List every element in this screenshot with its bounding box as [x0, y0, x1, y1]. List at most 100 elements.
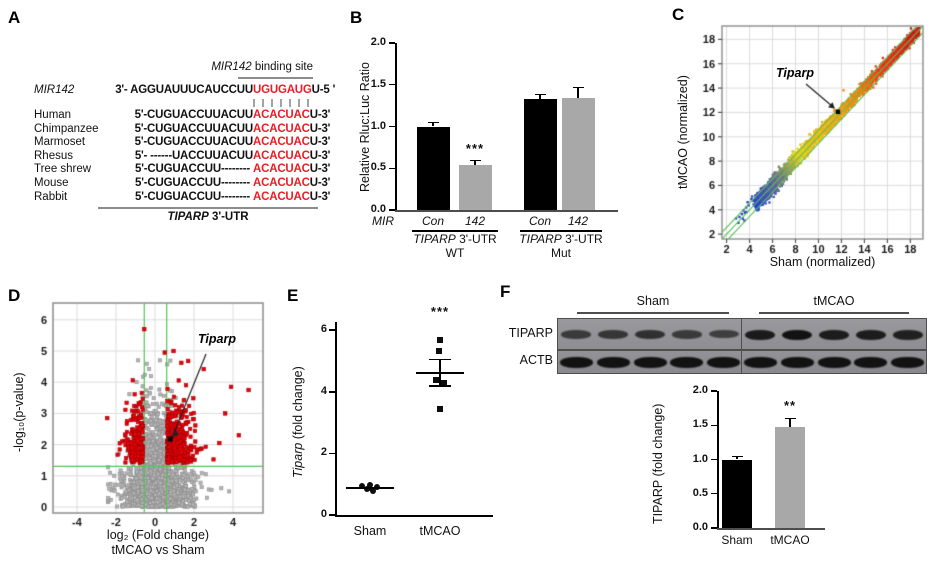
sequence-prefix: 5'-CUGUACCUU--------	[135, 163, 253, 176]
species-name: MIR142	[34, 84, 75, 96]
bar-142	[458, 164, 492, 210]
y-tick	[711, 390, 717, 392]
species-name: Marmoset	[34, 136, 86, 149]
species-name: Tree shrew	[34, 163, 92, 176]
error-bar	[577, 87, 579, 99]
y-tick	[389, 167, 395, 169]
x-axis-line	[395, 210, 618, 212]
actb-band	[891, 356, 925, 368]
y-tick-label: 1.5	[692, 418, 708, 431]
actb-band	[817, 356, 851, 368]
y-tick	[711, 493, 717, 495]
panel-d-volcano-plot: D -log₁₀(p-value) log₂ (Fold change) tMC…	[0, 282, 300, 563]
x-axis-line	[717, 528, 825, 530]
y-axis-line	[717, 391, 719, 528]
y-tick	[389, 125, 395, 128]
y-tick-label: 1.5	[370, 77, 386, 90]
tiparp-band	[561, 329, 592, 339]
tiparp-band	[598, 329, 629, 339]
species-name: Chimpanzee	[34, 122, 99, 135]
y-tick	[711, 527, 717, 529]
sequence-suffix: U-3'	[309, 136, 331, 149]
data-point-circle	[369, 487, 377, 495]
error-line	[439, 359, 441, 387]
x-category-label: tMCAO	[419, 524, 461, 538]
y-tick-label: 0.5	[692, 486, 708, 499]
panel-f-bar-plot: 0.0 0.5 1.0 1.5 2.0 Sham ** tMCAO	[495, 282, 948, 563]
x-axis-line	[335, 515, 493, 517]
panel-c-microarray-scatter: C tMCAO (normalized) Sham (normalized) T…	[630, 0, 948, 282]
sequence-prefix: 5'-CUGUACCUU--------	[135, 176, 253, 189]
alignment-row: Rhesus 5'- ------UACCUUACUU ACACUAC U-3'	[0, 150, 340, 164]
alignment-row: MIR142 3'- AGGUAUUUCAUCCUU UGUGAUG U-5 '	[0, 84, 340, 98]
sequence-suffix: U-3'	[309, 176, 331, 189]
binding-site-sequence: ACACUAC	[253, 163, 310, 176]
tiparp-band	[892, 329, 923, 340]
binding-site-sequence: ACACUAC	[253, 176, 310, 189]
error-bar-cap	[534, 94, 546, 96]
sequence-suffix: U-3'	[309, 149, 331, 162]
blot-group-divider	[741, 318, 743, 374]
tiparp-band	[708, 329, 739, 339]
alignment-row: Human 5'-CUGUACCUUACUU ACACUAC U-3'	[0, 109, 340, 123]
blot-row-label-tiparp: TIPARP	[508, 326, 553, 340]
y-tick	[329, 391, 335, 393]
panel-e-label: E	[287, 286, 299, 305]
blot-group-overline	[577, 312, 729, 314]
alignment-row: Chimpanzee 5'-CUGUACCUUACUU ACACUAC U-3'	[0, 123, 340, 137]
y-tick	[329, 452, 335, 455]
panel-d-label: D	[8, 286, 21, 305]
error-bar	[539, 94, 541, 99]
actb-band	[670, 356, 704, 368]
panel-e-plot: 0 2 4 6 Sham *** tMCAO	[285, 282, 500, 563]
error-bar	[789, 418, 791, 428]
actb-band	[743, 356, 777, 368]
utr-underline	[98, 207, 318, 209]
group-underline	[520, 230, 602, 232]
y-tick-label: 0	[320, 508, 327, 520]
group-gene-name: TIPARP	[413, 232, 456, 246]
error-bar-cap	[427, 121, 439, 124]
panel-d-y-axis-title: -log₁₀(p-value)	[12, 372, 26, 452]
bar-con	[523, 98, 557, 210]
x-category-label: Sham	[721, 533, 753, 547]
actb-band	[633, 356, 667, 368]
species-name: Rhesus	[34, 149, 73, 162]
error-bar-cap	[469, 160, 481, 162]
species-sequence-alignment: Human 5'-CUGUACCUUACUU ACACUAC U-3' Chimpanz…	[0, 109, 340, 204]
y-tick-label: 6	[320, 323, 327, 336]
y-tick-label: 1.0	[370, 119, 386, 132]
pairing-bar	[298, 99, 300, 107]
data-point-square	[437, 337, 443, 344]
tiparp-band	[819, 329, 849, 340]
significance-stars: ***	[465, 140, 485, 156]
error-bar	[736, 456, 738, 460]
tiparp-band	[671, 329, 702, 339]
y-tick-label: 1.0	[692, 452, 708, 465]
y-tick-label: 2.0	[692, 384, 708, 396]
data-point-square	[436, 347, 442, 354]
panel-d-x-axis-title: log₂ (Fold change)	[106, 528, 210, 542]
alignment-row: Tree shrew 5'-CUGUACCUU-------- ACACUAC U-…	[0, 163, 340, 177]
species-name: Mouse	[34, 176, 69, 189]
sequence-prefix: 5'-CUGUACCUUACUU	[134, 136, 254, 149]
mean-line	[346, 486, 394, 489]
pairing-bar	[280, 99, 282, 107]
y-tick-label: 4	[320, 384, 327, 397]
panel-c-y-axis-title: tMCAO (normalized)	[676, 75, 690, 189]
pairing-bar	[307, 99, 309, 107]
blot-group-label: Sham	[636, 294, 670, 308]
actb-band	[559, 356, 593, 368]
data-point-square	[433, 377, 439, 384]
error-bar-cap	[784, 417, 796, 420]
error-cap-top	[429, 358, 451, 361]
sequence-suffix: U-5 '	[311, 84, 336, 96]
actb-band	[780, 356, 814, 368]
data-point-square	[441, 379, 447, 386]
significance-stars: **	[783, 398, 797, 414]
x-category-label: 142	[567, 214, 589, 228]
y-tick	[711, 458, 717, 461]
tiparp-band	[855, 329, 886, 340]
panel-c-x-axis-title: Sham (normalized)	[769, 255, 876, 269]
x-category-label: Con	[528, 214, 551, 228]
